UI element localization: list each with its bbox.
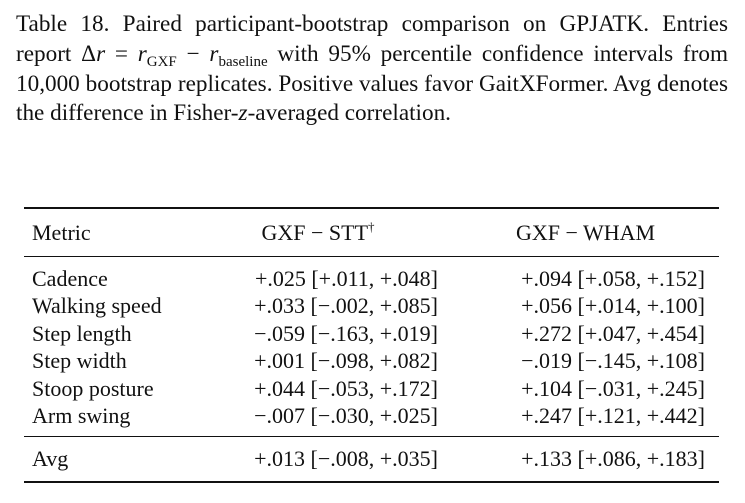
header-gxf-stt: GXF − STT† [184, 208, 452, 257]
minus-sign: − [176, 40, 210, 67]
avg-stt-cell: +.013 [−.008, +.035] [184, 436, 452, 482]
wham-diff-cell: +.104 [−.031, +.245] [521, 375, 705, 401]
wham-diff-cell: +.056 [+.014, +.100] [521, 293, 705, 319]
r-gxf-symbol: r [137, 40, 147, 67]
metric-cell: Step width [32, 348, 127, 374]
stt-diff-cell: −.007 [−.030, +.025] [254, 403, 438, 429]
table-row: Cadence +.025 [+.011, +.048] +.094 [+.05… [24, 257, 719, 293]
metric-cell: Stoop posture [32, 375, 154, 401]
wham-diff-cell: +.272 [+.047, +.454] [521, 320, 705, 346]
table-row: Step width +.001 [−.098, +.082] −.019 [−… [24, 348, 719, 376]
results-table-container: Metric GXF − STT† GXF − WHAM Cadence +.0… [24, 207, 719, 483]
delta-symbol: Δ [81, 40, 97, 67]
stt-diff-cell: +.001 [−.098, +.082] [254, 348, 438, 374]
header-gxf-wham: GXF − WHAM [452, 208, 719, 257]
avg-wham-cell: +.133 [+.086, +.183] [452, 436, 719, 482]
wham-diff-cell: +.094 [+.058, +.152] [521, 265, 705, 291]
avg-row: Avg +.013 [−.008, +.035] +.133 [+.086, +… [24, 436, 719, 482]
z-symbol: z [238, 100, 248, 127]
caption-prefix: Table 18. Paired participant-bootstrap c… [16, 11, 728, 67]
wham-diff-cell: +.247 [+.121, +.442] [521, 403, 705, 429]
metric-cell: Walking speed [32, 293, 162, 319]
header-gxf-stt-label: GXF − STT [261, 219, 369, 245]
caption-suffix-2: -averaged correlation. [247, 100, 451, 127]
stt-diff-cell: −.059 [−.163, +.019] [254, 320, 438, 346]
table-caption: Table 18. Paired participant-bootstrap c… [16, 10, 728, 129]
header-metric: Metric [24, 208, 184, 257]
gxf-subscript: GXF [146, 53, 177, 70]
caption-suffix-1: with 95% percentile confidence intervals… [16, 40, 729, 127]
results-table: Metric GXF − STT† GXF − WHAM Cadence +.0… [24, 207, 719, 483]
stt-diff-cell: +.033 [−.002, +.085] [254, 293, 438, 319]
table-header-row: Metric GXF − STT† GXF − WHAM [24, 208, 719, 257]
stt-diff-cell: +.025 [+.011, +.048] [254, 265, 438, 291]
dagger-mark: † [368, 218, 375, 234]
stt-diff-cell: +.044 [−.053, +.172] [254, 375, 438, 401]
table-row: Step length −.059 [−.163, +.019] +.272 [… [24, 320, 719, 348]
table-row: Walking speed +.033 [−.002, +.085] +.056… [24, 293, 719, 321]
wham-diff-cell: −.019 [−.145, +.108] [521, 348, 705, 374]
metric-cell: Step length [32, 320, 132, 346]
equals-sign: = [105, 40, 138, 67]
baseline-subscript: baseline [218, 53, 268, 70]
r-symbol: r [96, 40, 106, 67]
table-row: Stoop posture +.044 [−.053, +.172] +.104… [24, 375, 719, 403]
metric-cell: Cadence [32, 265, 108, 291]
table-row: Arm swing −.007 [−.030, +.025] +.247 [+.… [24, 403, 719, 437]
r-baseline-symbol: r [209, 40, 219, 67]
metric-cell: Arm swing [32, 403, 131, 429]
avg-metric-cell: Avg [24, 436, 184, 482]
